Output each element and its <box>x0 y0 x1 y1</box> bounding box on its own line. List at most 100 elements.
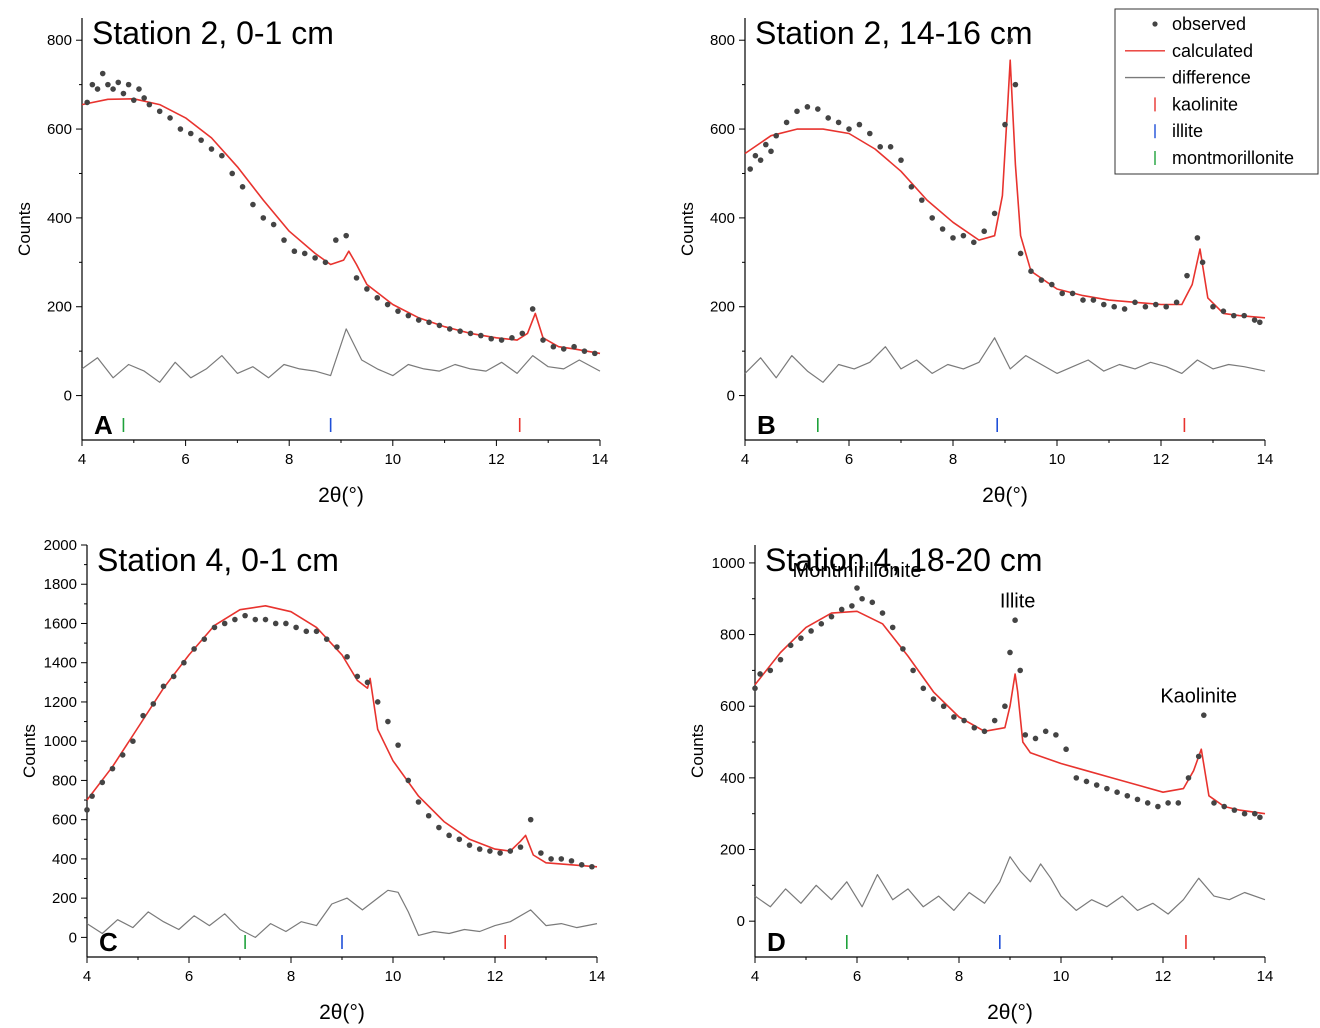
observed-point <box>219 152 225 159</box>
observed-point <box>940 703 947 710</box>
observed-point <box>198 137 204 143</box>
legend-label: observed <box>1172 14 1246 34</box>
observed-point <box>869 599 876 606</box>
observed-point <box>99 70 106 77</box>
observed-point <box>519 330 526 337</box>
observed-point <box>170 673 177 680</box>
x-tick-label: 10 <box>1049 451 1066 468</box>
observed-point <box>1104 785 1110 792</box>
observed-point <box>1007 37 1013 44</box>
observed-point <box>344 654 350 660</box>
y-tick-label: 1600 <box>44 615 77 632</box>
y-tick-label: 1800 <box>44 576 77 593</box>
x-tick-label: 8 <box>285 451 293 468</box>
observed-point <box>818 621 825 627</box>
observed-point <box>374 295 381 301</box>
observed-point <box>1175 800 1182 806</box>
x-tick-label: 8 <box>287 968 295 985</box>
observed-point <box>191 646 197 652</box>
observed-point <box>768 148 774 155</box>
observed-point <box>229 170 236 177</box>
observed-point <box>1083 778 1090 785</box>
chart-panel-a: 4 6 8 10 12 14 0 200 400 600 800 2θ(°) Counts Station… <box>15 15 608 507</box>
observed-point <box>312 255 318 261</box>
observed-point <box>581 348 588 354</box>
calculated-line <box>81 98 601 355</box>
observed-point <box>571 343 577 350</box>
calculated-line <box>86 604 598 868</box>
observed-point <box>211 624 218 631</box>
observed-point <box>991 210 998 217</box>
x-tick-label: 10 <box>1053 968 1070 985</box>
y-tick-label: 1000 <box>44 733 77 750</box>
observed-point <box>239 184 246 190</box>
x-tick-label: 12 <box>488 451 505 468</box>
observed-point <box>478 332 484 339</box>
observed-point <box>115 79 122 86</box>
observed-point <box>856 121 863 128</box>
peak-annotation: Montmirillonite <box>793 560 922 582</box>
observed-point <box>550 343 557 350</box>
observed-point <box>763 141 769 148</box>
observed-point <box>120 90 127 97</box>
observed-point <box>540 337 546 343</box>
x-tick-label: 14 <box>1257 968 1274 985</box>
observed-point <box>141 95 147 101</box>
observed-point <box>859 595 865 602</box>
observed-point <box>1111 303 1117 310</box>
observed-point <box>798 635 804 641</box>
observed-point <box>757 157 764 163</box>
observed-point <box>242 612 248 619</box>
observed-point <box>808 628 814 634</box>
legend-label: montmorillonite <box>1172 148 1294 168</box>
x-tick-label: 14 <box>1257 451 1274 468</box>
observed-point <box>1093 782 1100 788</box>
observed-point <box>849 603 855 609</box>
observed-point <box>887 144 894 150</box>
y-tick-label: 800 <box>720 627 745 644</box>
observed-point <box>828 613 835 620</box>
observed-point <box>84 99 90 106</box>
calculated-line <box>744 59 1266 319</box>
y-tick-label: 400 <box>47 210 72 227</box>
observed-point <box>467 330 474 337</box>
observed-point <box>208 146 215 152</box>
panel-title: Station 4, 18-20 cm <box>765 542 1042 578</box>
observed-point <box>507 848 514 854</box>
observed-point <box>1012 617 1018 624</box>
y-tick-label: 800 <box>710 32 735 49</box>
observed-point <box>1195 753 1202 760</box>
observed-point <box>1012 81 1019 88</box>
observed-point <box>1032 735 1039 742</box>
observed-point <box>548 856 554 862</box>
observed-point <box>908 184 915 190</box>
observed-point <box>1063 746 1069 753</box>
observed-point <box>125 81 132 88</box>
observed-point <box>835 119 842 126</box>
observed-point <box>313 628 320 635</box>
observed-point <box>560 346 567 352</box>
observed-point <box>1017 667 1023 674</box>
observed-point <box>384 301 391 308</box>
observed-point <box>395 308 401 314</box>
observed-point <box>747 166 753 172</box>
observed-point <box>981 228 987 235</box>
x-tick-label: 14 <box>589 968 606 985</box>
y-tick-label: 200 <box>710 299 735 316</box>
y-tick-label: 600 <box>52 812 77 829</box>
observed-point <box>140 712 146 719</box>
observed-point <box>757 671 763 677</box>
observed-point <box>558 856 565 862</box>
observed-point <box>787 642 794 649</box>
observed-point <box>354 673 361 680</box>
observed-point <box>1132 299 1138 306</box>
observed-point <box>1038 277 1045 283</box>
observed-point <box>270 221 277 228</box>
x-tick-label: 6 <box>845 451 853 468</box>
observed-point <box>794 108 800 115</box>
observed-point <box>446 326 453 332</box>
observed-point <box>1241 810 1248 817</box>
observed-point <box>272 620 279 627</box>
panels-layer: 4 6 8 10 12 1402004006008002θ(°)CountsStation… <box>15 15 1273 1024</box>
difference-line <box>744 337 1266 383</box>
